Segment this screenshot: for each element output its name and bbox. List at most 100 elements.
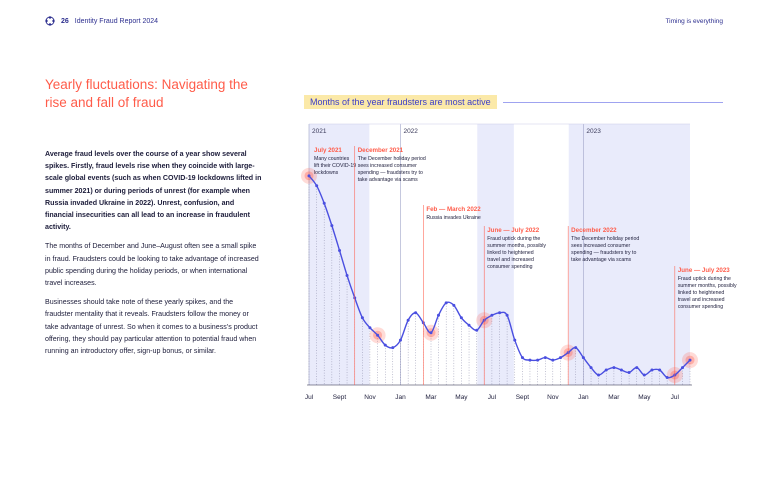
x-tick-label: Mar: [608, 394, 620, 401]
year-label-2021: 2021: [312, 128, 327, 135]
page-title: Yearly fluctuations: Navigating the rise…: [45, 77, 248, 110]
annotation-text: sees increased consumer: [358, 163, 417, 169]
data-point: [398, 338, 402, 342]
data-point: [589, 366, 593, 370]
data-point: [498, 311, 502, 315]
annotation-text: travel and increased: [487, 257, 534, 263]
data-point: [475, 328, 479, 332]
annotation-text: summer months, possibly: [678, 283, 737, 289]
section-label: Timing is everything: [665, 17, 723, 25]
data-point: [444, 301, 448, 305]
data-point: [612, 366, 616, 370]
annotation-text: Russia invades Ukraine: [426, 215, 481, 221]
page-header: 26 Identity Fraud Report 2024 Timing is …: [45, 14, 723, 28]
annotation-text: sees increased consumer: [571, 243, 630, 249]
annotation-title: June — July 2022: [487, 227, 539, 234]
annotation-text: The December holiday period: [571, 236, 639, 242]
annotation-text: take advantage via scams: [358, 177, 418, 183]
data-point: [658, 368, 662, 372]
data-point: [406, 318, 410, 322]
data-point: [459, 316, 463, 320]
globe-dots-icon: [45, 16, 55, 26]
annotation-text: consumer spending: [487, 264, 532, 270]
x-tick-label: Sept: [516, 394, 530, 401]
data-point: [574, 346, 578, 350]
lead-paragraph: Average fraud levels over the course of …: [45, 150, 262, 232]
data-point: [330, 224, 334, 228]
data-point: [307, 174, 311, 178]
data-point: [688, 358, 692, 362]
data-point: [383, 343, 387, 347]
data-point: [559, 356, 563, 360]
data-point: [338, 249, 342, 253]
shaded-band-1: [477, 124, 514, 385]
annotation-text: lift their COVID-19: [314, 163, 356, 169]
data-point: [429, 331, 433, 335]
annotation-title: Feb — March 2022: [426, 206, 481, 213]
data-point: [368, 326, 372, 330]
annotation-text: Fraud uptick during the: [487, 236, 540, 242]
annotation-title: June — July 2023: [678, 267, 730, 274]
data-point: [467, 323, 471, 327]
x-tick-label: Nov: [364, 394, 376, 401]
annotation-text: Fraud uptick during the: [678, 276, 731, 282]
shaded-band-0: [309, 124, 370, 385]
annotation-text: consumer spending: [678, 304, 723, 310]
data-point: [360, 316, 364, 320]
data-point: [642, 373, 646, 377]
data-point: [490, 313, 494, 317]
chart-title: Months of the year fraudsters are most a…: [304, 95, 497, 109]
data-point: [391, 346, 395, 350]
paragraph-3: Businesses should take note of these yea…: [45, 298, 258, 356]
data-point: [452, 303, 456, 307]
data-point: [665, 376, 669, 380]
annotation-text: The December holiday period: [358, 156, 426, 162]
x-tick-label: Sept: [333, 394, 347, 401]
data-point: [581, 356, 585, 360]
data-point: [376, 333, 380, 337]
data-point: [551, 358, 555, 362]
annotation-text: spending — fraudsters try to: [358, 170, 423, 176]
data-point: [536, 358, 540, 362]
page-number: 26: [61, 17, 69, 25]
annotation-title: December 2021: [358, 147, 404, 154]
annotation-text: summer months, possibly: [487, 243, 546, 249]
data-point: [505, 313, 509, 317]
data-point: [543, 356, 547, 360]
data-point: [635, 366, 639, 370]
data-point: [414, 311, 418, 315]
chart-title-row: Months of the year fraudsters are most a…: [304, 94, 723, 110]
data-point: [627, 371, 631, 375]
x-tick-label: Nov: [547, 394, 559, 401]
data-point: [604, 368, 608, 372]
year-label-2022: 2022: [403, 128, 418, 135]
body-text: Average fraud levels over the course of …: [45, 148, 263, 364]
x-tick-label: Jul: [488, 394, 497, 401]
data-point: [436, 313, 440, 317]
annotation-text: travel and increased: [678, 297, 725, 303]
data-point: [513, 338, 517, 342]
data-point: [650, 368, 654, 372]
data-point: [520, 356, 524, 360]
data-point: [619, 368, 623, 372]
annotation-title: December 2022: [571, 227, 617, 234]
data-point: [528, 358, 532, 362]
x-tick-label: Jul: [671, 394, 680, 401]
data-point: [681, 366, 685, 370]
data-point: [597, 373, 601, 377]
paragraph-2: The months of December and June–August o…: [45, 242, 259, 288]
x-tick-label: Jan: [395, 394, 406, 401]
year-label-2023: 2023: [586, 128, 601, 135]
annotation-title: July 2021: [314, 147, 342, 154]
chart-title-rule: [502, 101, 723, 103]
data-point: [322, 201, 326, 205]
annotation-text: lockdowns: [314, 170, 339, 176]
annotation-text: Many countries: [314, 156, 350, 162]
annotation-text: take advantage via scams: [571, 257, 631, 263]
data-point: [345, 273, 349, 277]
x-tick-label: Mar: [425, 394, 437, 401]
x-tick-label: Jan: [578, 394, 589, 401]
x-tick-label: May: [455, 394, 468, 401]
x-tick-label: Jul: [305, 394, 314, 401]
